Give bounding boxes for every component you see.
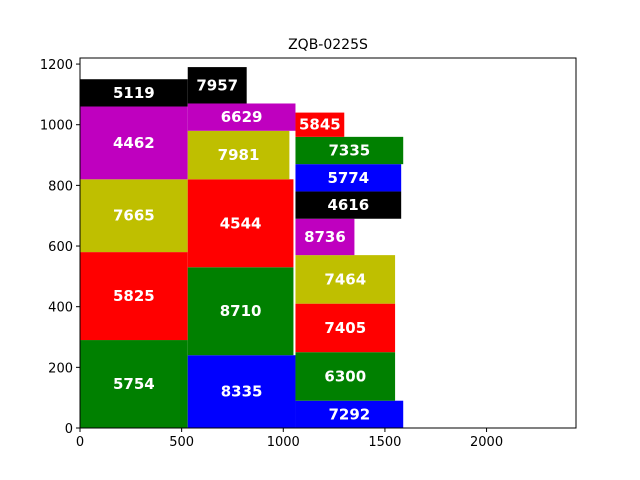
y-tick-label: 800 (48, 179, 73, 194)
box-label-7464: 7464 (324, 270, 366, 288)
rectangles-layer (80, 67, 404, 428)
box-5754 (80, 340, 188, 428)
box-label-7957: 7957 (196, 76, 238, 94)
box-7957 (187, 67, 247, 104)
box-label-5754: 5754 (113, 375, 155, 393)
box-label-7292: 7292 (328, 405, 370, 423)
box-label-8736: 8736 (304, 228, 346, 246)
x-axis: 0 500 1000 1500 2000 (76, 428, 503, 450)
box-7292 (295, 400, 404, 428)
box-4616 (295, 191, 402, 219)
box-label-8710: 8710 (220, 302, 262, 320)
y-tick-label: 600 (48, 240, 73, 255)
x-tick-label: 500 (169, 435, 194, 450)
box-6300 (295, 352, 396, 401)
box-label-5774: 5774 (327, 169, 369, 187)
x-tick-label: 2000 (470, 435, 503, 450)
box-label-4462: 4462 (113, 134, 155, 152)
box-label-8335: 8335 (221, 383, 263, 401)
box-5119 (80, 79, 188, 107)
box-7464 (295, 255, 396, 304)
box-5774 (295, 164, 402, 192)
y-tick-label: 1000 (40, 119, 73, 134)
box-label-6629: 6629 (221, 108, 263, 126)
plot-frame (79, 57, 577, 429)
y-tick-label: 400 (48, 301, 73, 316)
box-label-5845: 5845 (299, 116, 341, 134)
box-7981 (187, 130, 290, 180)
y-tick-label: 1200 (40, 58, 73, 73)
box-5825 (80, 252, 188, 341)
x-tick-label: 1000 (267, 435, 300, 450)
box-label-6300: 6300 (324, 367, 366, 385)
box-label-5119: 5119 (113, 84, 155, 102)
chart-title: ZQB-0225S (288, 37, 368, 53)
box-4544 (187, 179, 294, 268)
box-6629 (187, 103, 296, 131)
box-label-7335: 7335 (328, 142, 370, 160)
box-label-4616: 4616 (327, 196, 369, 214)
box-7405 (295, 303, 396, 353)
box-label-7665: 7665 (113, 207, 155, 225)
y-tick-label: 200 (48, 361, 73, 376)
box-8335 (187, 355, 296, 428)
box-7335 (295, 136, 404, 165)
box-label-5825: 5825 (113, 287, 155, 305)
box-8710 (187, 267, 294, 356)
x-tick-label: 0 (76, 435, 84, 450)
box-label-4544: 4544 (220, 214, 262, 232)
rectangle-labels-layer: 5754 5825 7665 4462 5119 8335 8710 4544 7981 6629… (113, 76, 370, 423)
box-7665 (80, 179, 188, 253)
x-tick-label: 1500 (368, 435, 401, 450)
box-label-7981: 7981 (218, 146, 260, 164)
y-axis: 0 200 400 600 800 1000 1200 (40, 58, 80, 437)
box-5845 (295, 112, 345, 137)
y-tick-label: 0 (65, 422, 73, 437)
box-label-7405: 7405 (324, 319, 366, 337)
box-4462 (80, 106, 188, 180)
box-8736 (295, 218, 355, 256)
